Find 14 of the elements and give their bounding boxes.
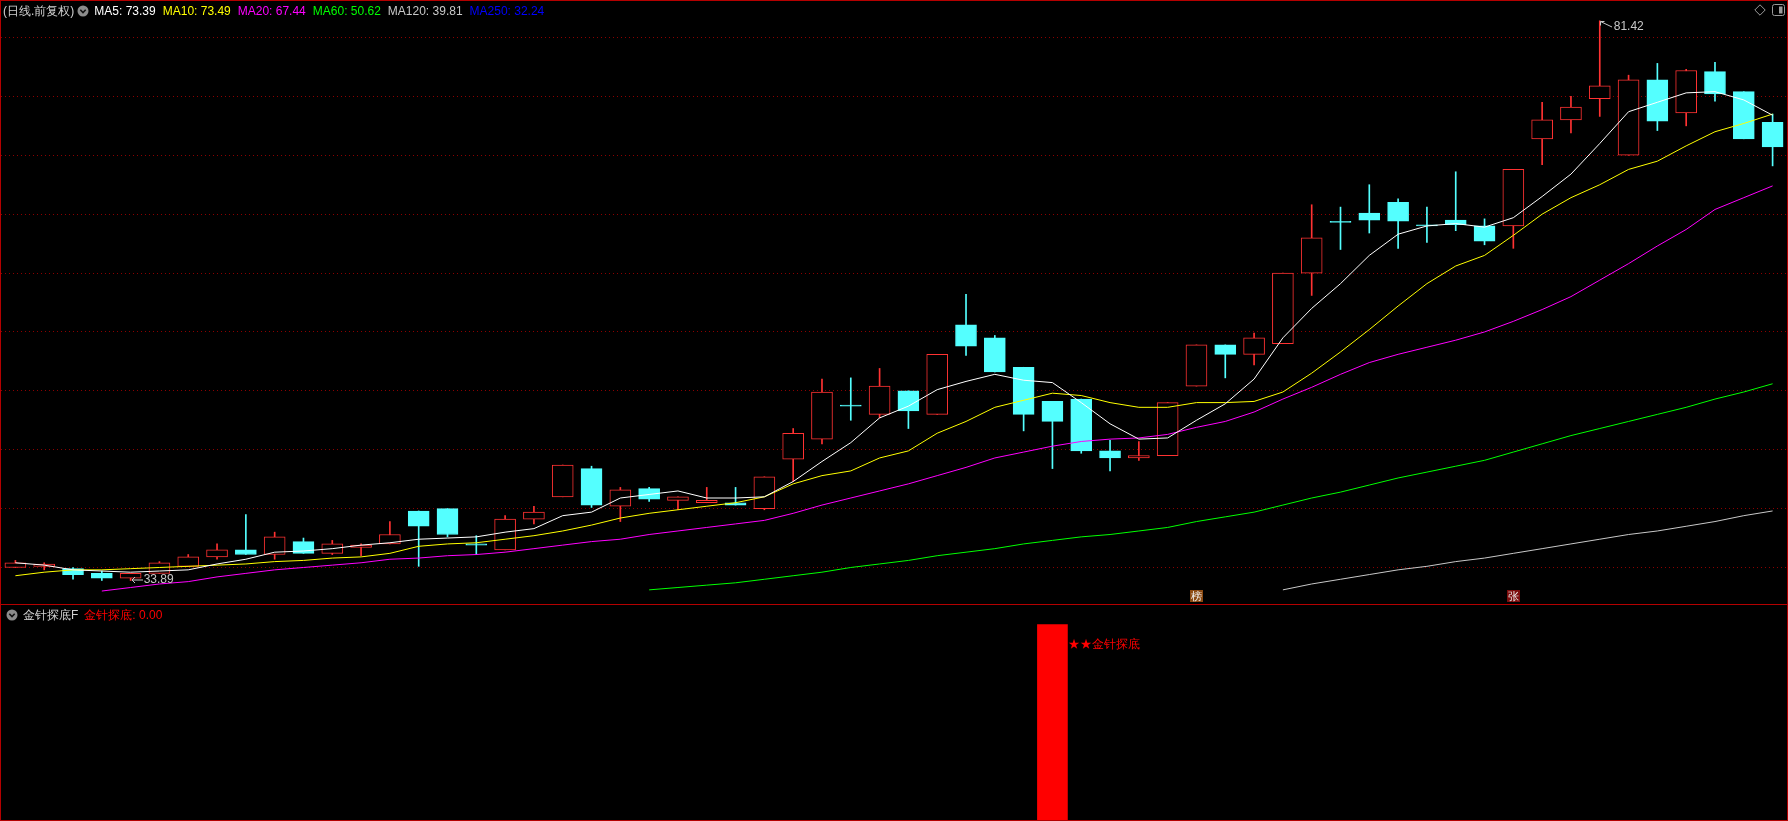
chart-title: 金针探底F	[23, 608, 79, 622]
text: MA10: 73.49	[162, 4, 231, 18]
annotation: 33.89	[143, 571, 174, 586]
chart-title: (日线.前复权)	[3, 4, 75, 18]
text: MA5: 73.39	[94, 4, 156, 18]
text: 金针探底: 0.00	[84, 608, 163, 622]
annotation: 榜	[1190, 590, 1204, 602]
legend-label: MA250: 32.24	[469, 4, 545, 18]
text: MA60: 50.62	[312, 4, 381, 18]
annotation: 81.42	[1613, 18, 1644, 33]
text: MA20: 67.44	[237, 4, 306, 18]
annotation: 张	[1507, 590, 1521, 602]
text: MA120: 39.81	[387, 4, 463, 18]
annotation: ★★金针探底	[1068, 636, 1141, 651]
